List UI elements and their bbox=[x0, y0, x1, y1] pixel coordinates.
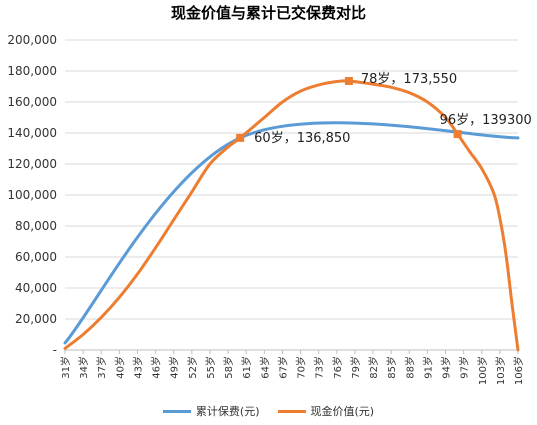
x-tick-label: 85岁 bbox=[385, 356, 398, 379]
x-tick-label: 97岁 bbox=[458, 356, 471, 379]
x-tick-label: 61岁 bbox=[240, 356, 253, 379]
legend-swatch-cash-value bbox=[277, 409, 306, 413]
legend-item-cash-value: 现金价值(元) bbox=[277, 403, 375, 419]
x-tick-label: 70岁 bbox=[295, 356, 308, 379]
legend-swatch-premium bbox=[162, 409, 191, 413]
y-tick-label: 40,000 bbox=[15, 281, 57, 295]
x-tick-label: 91岁 bbox=[421, 356, 434, 379]
legend: 累计保费(元) 现金价值(元) bbox=[0, 403, 537, 419]
chart-title: 现金价值与累计已交保费对比 bbox=[170, 4, 366, 22]
data-label: 96岁，139300 bbox=[440, 113, 532, 128]
x-tick-label: 34岁 bbox=[77, 356, 90, 379]
series-line-premium bbox=[63, 121, 520, 345]
y-tick-label: 80,000 bbox=[15, 219, 57, 233]
x-tick-label: 37岁 bbox=[95, 356, 108, 379]
series-markers bbox=[236, 76, 462, 142]
x-tick-label: 106岁 bbox=[512, 356, 525, 385]
legend-item-premium: 累计保费(元) bbox=[162, 403, 260, 419]
data-marker bbox=[236, 133, 245, 142]
x-tick-label: 52岁 bbox=[186, 356, 199, 379]
y-tick-label: - bbox=[53, 343, 57, 357]
x-tick-label: 64岁 bbox=[258, 356, 271, 379]
legend-label-premium: 累计保费(元) bbox=[195, 405, 260, 418]
y-tick-label: 60,000 bbox=[15, 250, 57, 264]
x-tick-label: 55岁 bbox=[204, 356, 217, 379]
x-tick-label: 58岁 bbox=[222, 356, 235, 379]
x-tick-label: 82岁 bbox=[367, 356, 380, 379]
legend-label-cash-value: 现金价值(元) bbox=[310, 405, 375, 418]
series-line-cash-value bbox=[63, 79, 520, 352]
chart-plot: - 20,000 40,000 60,000 80,000 100,000 120,000 1… bbox=[7, 33, 532, 385]
data-marker bbox=[453, 130, 462, 139]
x-axis: 31岁 34岁 37岁 40岁 43岁 46岁 49岁 52岁 55岁 58岁 61岁 64岁 67岁 7… bbox=[59, 349, 525, 385]
data-marker bbox=[344, 76, 353, 85]
x-tick-label: 88岁 bbox=[403, 356, 416, 379]
y-tick-label: 160,000 bbox=[7, 95, 57, 109]
x-tick-label: 103岁 bbox=[494, 356, 507, 385]
x-tick-label: 67岁 bbox=[276, 356, 289, 379]
y-tick-label: 100,000 bbox=[7, 188, 57, 202]
y-tick-label: 200,000 bbox=[7, 33, 57, 47]
x-tick-label: 43岁 bbox=[131, 356, 144, 379]
x-tick-label: 76岁 bbox=[331, 356, 344, 379]
x-tick-label: 31岁 bbox=[59, 356, 72, 379]
y-tick-label: 140,000 bbox=[7, 126, 57, 140]
x-tick-label: 79岁 bbox=[349, 356, 362, 379]
x-tick-label: 100岁 bbox=[476, 356, 489, 385]
x-tick-label: 46岁 bbox=[150, 356, 163, 379]
annotations: 60岁，136,850 78岁，173,550 96岁，139300 bbox=[254, 72, 532, 146]
data-label: 78岁，173,550 bbox=[361, 72, 457, 87]
x-tick-label: 40岁 bbox=[113, 356, 126, 379]
data-label: 60岁，136,850 bbox=[254, 131, 350, 146]
y-axis: - 20,000 40,000 60,000 80,000 100,000 120,000 1… bbox=[7, 33, 57, 357]
x-tick-label: 73岁 bbox=[313, 356, 326, 379]
y-tick-label: 120,000 bbox=[7, 157, 57, 171]
y-tick-label: 20,000 bbox=[15, 312, 57, 326]
x-tick-label: 49岁 bbox=[168, 356, 181, 379]
x-tick-label: 94岁 bbox=[440, 356, 453, 379]
y-tick-label: 180,000 bbox=[7, 64, 57, 78]
